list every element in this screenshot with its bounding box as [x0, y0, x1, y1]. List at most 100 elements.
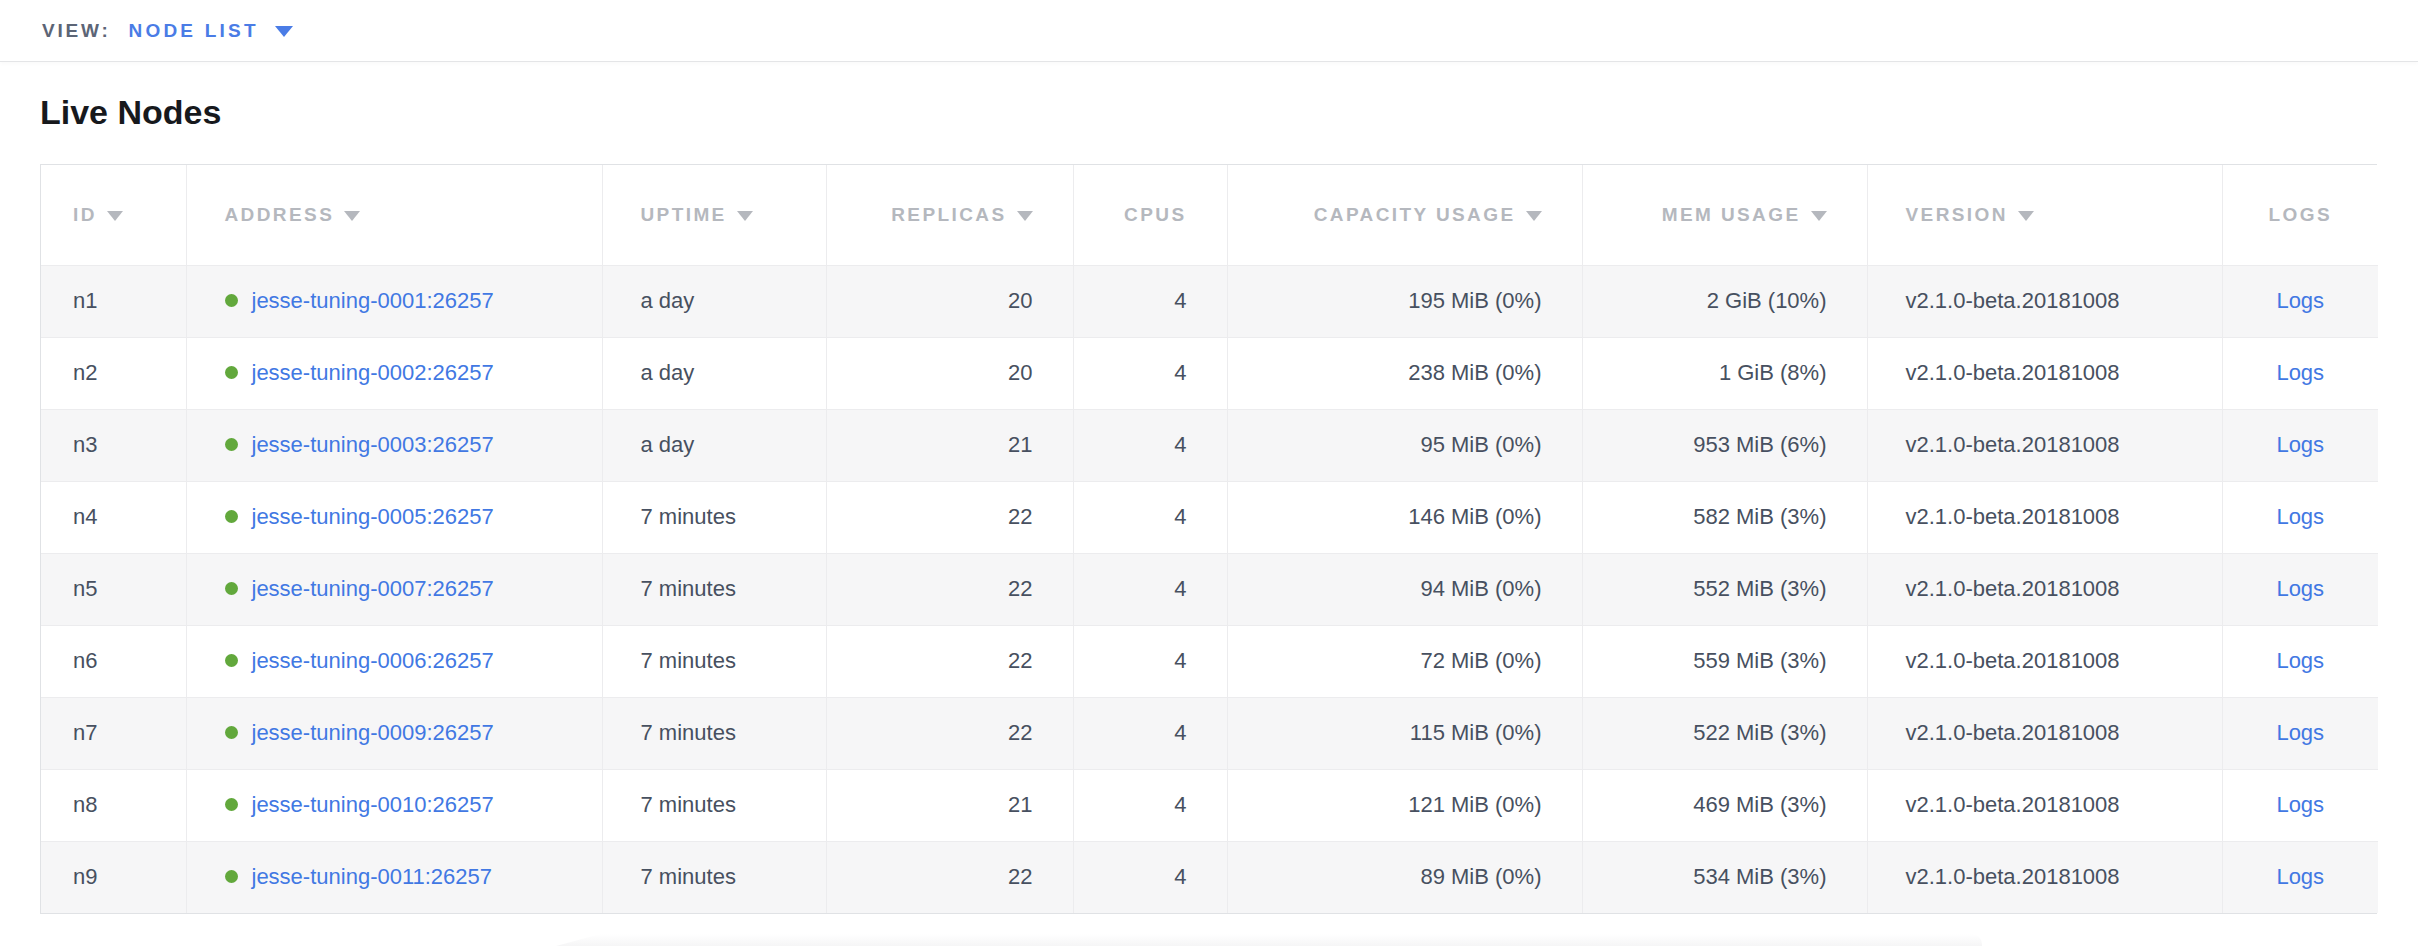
cell-id: n2 [41, 337, 186, 409]
live-status-dot [225, 294, 238, 307]
address-link[interactable]: jesse-tuning-0005:26257 [252, 504, 494, 529]
sort-desc-icon [1526, 211, 1542, 221]
sort-desc-icon [1017, 211, 1033, 221]
column-header-version[interactable]: VERSION [1867, 165, 2222, 265]
cell-replicas: 21 [826, 769, 1073, 841]
column-header-mem[interactable]: MEM USAGE [1582, 165, 1867, 265]
address-link[interactable]: jesse-tuning-0011:26257 [252, 864, 493, 889]
cell-logs: Logs [2222, 337, 2378, 409]
address-link[interactable]: jesse-tuning-0002:26257 [252, 360, 494, 385]
cell-replicas: 22 [826, 697, 1073, 769]
column-header-address[interactable]: ADDRESS [186, 165, 602, 265]
column-header-uptime[interactable]: UPTIME [602, 165, 826, 265]
logs-link[interactable]: Logs [2276, 576, 2324, 601]
cell-uptime: 7 minutes [602, 697, 826, 769]
cell-address: jesse-tuning-0001:26257 [186, 265, 602, 337]
cell-id: n5 [41, 553, 186, 625]
live-status-dot [225, 798, 238, 811]
cell-address: jesse-tuning-0006:26257 [186, 625, 602, 697]
column-header-capacity[interactable]: CAPACITY USAGE [1227, 165, 1582, 265]
cell-mem: 534 MiB (3%) [1582, 841, 1867, 913]
table-row: n9jesse-tuning-0011:262577 minutes22489 … [41, 841, 2378, 913]
cell-capacity: 238 MiB (0%) [1227, 337, 1582, 409]
view-bar: VIEW: NODE LIST [0, 0, 2418, 62]
cell-capacity: 95 MiB (0%) [1227, 409, 1582, 481]
chevron-down-icon [275, 26, 293, 37]
cell-capacity: 195 MiB (0%) [1227, 265, 1582, 337]
cell-cpus: 4 [1073, 625, 1227, 697]
cell-uptime: 7 minutes [602, 625, 826, 697]
cell-id: n6 [41, 625, 186, 697]
table-row: n4jesse-tuning-0005:262577 minutes224146… [41, 481, 2378, 553]
cell-cpus: 4 [1073, 481, 1227, 553]
cell-mem: 1 GiB (8%) [1582, 337, 1867, 409]
cell-logs: Logs [2222, 697, 2378, 769]
table-row: n5jesse-tuning-0007:262577 minutes22494 … [41, 553, 2378, 625]
address-link[interactable]: jesse-tuning-0006:26257 [252, 648, 494, 673]
column-header-label: ID [73, 204, 97, 225]
cell-uptime: 7 minutes [602, 481, 826, 553]
cell-mem: 522 MiB (3%) [1582, 697, 1867, 769]
table-row: n3jesse-tuning-0003:26257a day21495 MiB … [41, 409, 2378, 481]
logs-link[interactable]: Logs [2276, 648, 2324, 673]
column-header-label: VERSION [1906, 204, 2008, 225]
cell-logs: Logs [2222, 265, 2378, 337]
cell-cpus: 4 [1073, 769, 1227, 841]
cell-capacity: 72 MiB (0%) [1227, 625, 1582, 697]
logs-link[interactable]: Logs [2276, 720, 2324, 745]
cell-capacity: 89 MiB (0%) [1227, 841, 1582, 913]
cell-logs: Logs [2222, 625, 2378, 697]
cell-mem: 559 MiB (3%) [1582, 625, 1867, 697]
cell-uptime: a day [602, 265, 826, 337]
view-dropdown-value: NODE LIST [129, 20, 259, 42]
live-status-dot [225, 366, 238, 379]
logs-link[interactable]: Logs [2276, 432, 2324, 457]
cell-id: n4 [41, 481, 186, 553]
column-header-replicas[interactable]: REPLICAS [826, 165, 1073, 265]
column-header-id[interactable]: ID [41, 165, 186, 265]
view-dropdown[interactable]: NODE LIST [129, 20, 293, 42]
table-row: n8jesse-tuning-0010:262577 minutes214121… [41, 769, 2378, 841]
cell-version: v2.1.0-beta.20181008 [1867, 769, 2222, 841]
cell-mem: 552 MiB (3%) [1582, 553, 1867, 625]
cell-logs: Logs [2222, 481, 2378, 553]
cell-uptime: 7 minutes [602, 769, 826, 841]
logs-link[interactable]: Logs [2276, 864, 2324, 889]
address-link[interactable]: jesse-tuning-0010:26257 [252, 792, 494, 817]
page-title: Live Nodes [40, 92, 2418, 132]
column-header-label: REPLICAS [891, 204, 1006, 225]
cell-uptime: a day [602, 337, 826, 409]
cell-capacity: 94 MiB (0%) [1227, 553, 1582, 625]
sort-desc-icon [107, 211, 123, 221]
cell-version: v2.1.0-beta.20181008 [1867, 481, 2222, 553]
logs-link[interactable]: Logs [2276, 504, 2324, 529]
logs-link[interactable]: Logs [2276, 792, 2324, 817]
cell-mem: 469 MiB (3%) [1582, 769, 1867, 841]
cell-mem: 2 GiB (10%) [1582, 265, 1867, 337]
table-row: n7jesse-tuning-0009:262577 minutes224115… [41, 697, 2378, 769]
cell-version: v2.1.0-beta.20181008 [1867, 265, 2222, 337]
cell-version: v2.1.0-beta.20181008 [1867, 625, 2222, 697]
cell-logs: Logs [2222, 769, 2378, 841]
cell-cpus: 4 [1073, 697, 1227, 769]
logs-link[interactable]: Logs [2276, 288, 2324, 313]
address-link[interactable]: jesse-tuning-0007:26257 [252, 576, 494, 601]
view-label: VIEW: [42, 20, 111, 42]
cell-cpus: 4 [1073, 265, 1227, 337]
address-link[interactable]: jesse-tuning-0009:26257 [252, 720, 494, 745]
sort-desc-icon [737, 211, 753, 221]
cell-logs: Logs [2222, 841, 2378, 913]
live-status-dot [225, 654, 238, 667]
cell-replicas: 22 [826, 841, 1073, 913]
below-fold-shadow [512, 934, 1982, 946]
live-status-dot [225, 438, 238, 451]
cell-id: n7 [41, 697, 186, 769]
address-link[interactable]: jesse-tuning-0001:26257 [252, 288, 494, 313]
table-header-row: IDADDRESSUPTIMEREPLICASCPUSCAPACITY USAG… [41, 165, 2378, 265]
cell-replicas: 20 [826, 265, 1073, 337]
cell-address: jesse-tuning-0005:26257 [186, 481, 602, 553]
cell-cpus: 4 [1073, 553, 1227, 625]
sort-desc-icon [2018, 211, 2034, 221]
logs-link[interactable]: Logs [2276, 360, 2324, 385]
address-link[interactable]: jesse-tuning-0003:26257 [252, 432, 494, 457]
